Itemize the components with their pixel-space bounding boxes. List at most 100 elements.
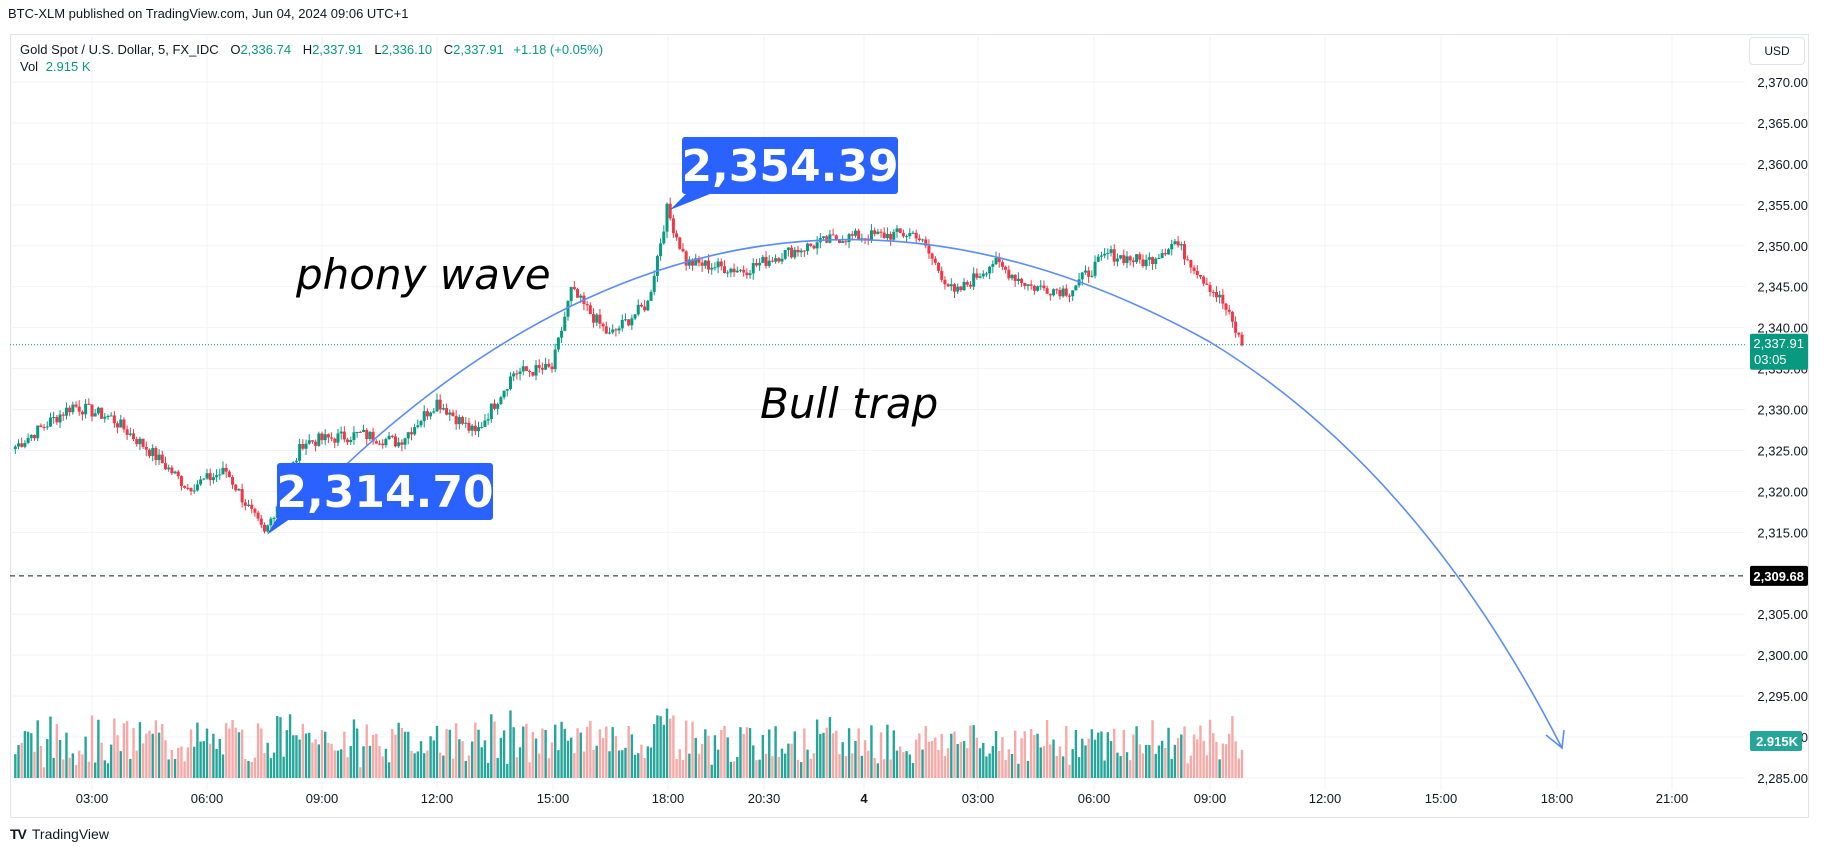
candle-body (400, 442, 404, 445)
volume-bar (1205, 755, 1209, 778)
volume-bar (1202, 740, 1205, 778)
volume-bar (1170, 758, 1173, 778)
volume-bar (704, 729, 707, 778)
candle-body (425, 411, 429, 417)
volume-bar (538, 753, 541, 778)
candle-body (857, 230, 861, 240)
candle-body (921, 239, 925, 241)
candle-body (269, 518, 273, 526)
volume-bar (998, 750, 1001, 778)
candle-body (1160, 253, 1164, 258)
time-axis: 03:00 06:00 09:00 12:00 15:00 18:00 20:30 4 03:0… (76, 791, 1689, 806)
volume-bar (62, 759, 65, 778)
volume-bar (873, 757, 876, 778)
volume-bar (956, 744, 959, 778)
volume-bar (1074, 730, 1078, 778)
candle-body (885, 233, 889, 239)
volume-bar (918, 733, 921, 778)
volume-bar (646, 746, 650, 778)
volume-bar (46, 739, 49, 778)
volume-bar (1186, 763, 1189, 778)
candle-body (33, 434, 36, 439)
volume-bar (752, 745, 755, 778)
candle-body (301, 444, 305, 449)
price-tick-label: 2,325.00 (1757, 443, 1808, 458)
volume-bar (812, 753, 816, 778)
candle-body (646, 300, 650, 311)
volume-bar (844, 755, 848, 778)
candle-body (592, 314, 596, 323)
volume-bar (1167, 727, 1170, 778)
candle-body (841, 241, 845, 243)
volume-bar (26, 731, 30, 778)
candle-body (247, 504, 251, 506)
candle-body (1135, 254, 1139, 263)
candle-body (26, 438, 30, 443)
candle-body (991, 264, 995, 267)
candle-body (93, 413, 97, 417)
candle-body (965, 281, 969, 285)
volume-bar (886, 724, 889, 778)
volume-bar (637, 753, 640, 778)
candle-body (467, 422, 471, 431)
candle-body (1093, 261, 1097, 276)
candle-body (946, 284, 950, 287)
volume-bar (1055, 755, 1058, 778)
candle-body (365, 429, 369, 439)
time-tick-label: 20:30 (748, 791, 781, 806)
low-label: L (374, 42, 382, 57)
candle-body (953, 284, 956, 292)
volume-bar (777, 756, 781, 778)
volume-bar (167, 759, 170, 778)
volume-bar (534, 738, 538, 778)
candle-body (512, 373, 516, 377)
volume-bar (585, 726, 589, 778)
volume-bar (914, 739, 918, 778)
candle-body (1090, 275, 1094, 277)
volume-bar (515, 757, 519, 778)
currency-button[interactable]: USD (1749, 37, 1805, 65)
high-label: H (302, 42, 313, 57)
volume-bar (285, 730, 289, 778)
volume-bar (135, 750, 138, 778)
candle-body (368, 431, 372, 439)
volume-bar (1042, 746, 1046, 778)
candle-body (560, 330, 564, 338)
volume-bar (614, 736, 618, 778)
volume-bar (684, 720, 688, 778)
volume-bar (180, 746, 183, 778)
countdown-label: 03:05 (1754, 352, 1787, 367)
symbol-name: Gold Spot / U.S. Dollar, 5, FX_IDC (20, 42, 219, 57)
volume-bar (205, 728, 209, 778)
candle-body (294, 460, 298, 463)
volume-bar (451, 758, 455, 778)
candle-body (604, 326, 608, 334)
candle-body (608, 332, 611, 334)
candle-body (879, 231, 883, 233)
volume-bar (467, 755, 471, 778)
volume-bar (240, 729, 244, 778)
volume-bar (1215, 741, 1218, 778)
price-tick-label: 2,365.00 (1757, 116, 1808, 131)
candle-body (1000, 262, 1004, 267)
volume-bar (1141, 753, 1145, 778)
candle-body (994, 257, 998, 265)
candle-body (1179, 244, 1183, 246)
volume-bar (512, 727, 515, 778)
time-tick-label: 18:00 (1541, 791, 1574, 806)
candle-body (362, 429, 366, 432)
candle-body (655, 256, 659, 276)
volume-bar (215, 749, 218, 778)
volume-bar (771, 756, 774, 778)
volume-bar (700, 744, 704, 778)
candle-body (917, 238, 921, 241)
candle-body (508, 376, 512, 390)
volume-bar (959, 741, 963, 778)
candle-body (457, 417, 461, 425)
candle-body (259, 518, 263, 525)
candle-body (1240, 334, 1244, 346)
candle-body (84, 403, 88, 415)
candle-body (71, 404, 75, 413)
candle-body (403, 438, 407, 445)
